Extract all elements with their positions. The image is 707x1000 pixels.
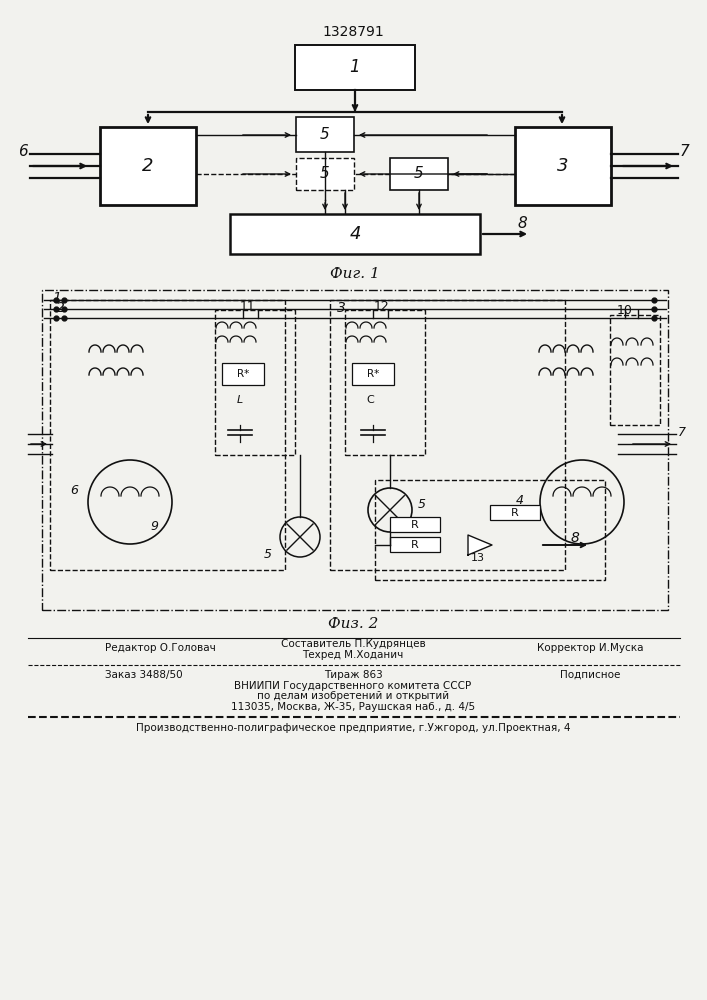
Bar: [515, 127, 611, 205]
Text: 1: 1: [52, 291, 61, 305]
Text: 10: 10: [617, 304, 633, 316]
Bar: [296, 117, 354, 152]
Text: 5: 5: [418, 498, 426, 512]
Polygon shape: [468, 535, 492, 555]
Bar: [330, 300, 565, 570]
Text: 8: 8: [571, 531, 580, 545]
Bar: [295, 45, 415, 90]
Text: 5: 5: [320, 127, 330, 142]
Text: 4: 4: [516, 493, 524, 506]
Bar: [50, 300, 285, 570]
Text: 11: 11: [240, 300, 256, 312]
Text: 2: 2: [142, 157, 153, 175]
Text: 7: 7: [680, 144, 690, 159]
Text: 8: 8: [517, 217, 527, 232]
Text: Редактор О.Головач: Редактор О.Головач: [105, 643, 216, 653]
Bar: [390, 158, 448, 190]
Text: Корректор И.Муска: Корректор И.Муска: [537, 643, 643, 653]
Text: R*: R*: [237, 369, 249, 379]
Bar: [352, 363, 394, 385]
Bar: [230, 214, 480, 254]
Text: 2: 2: [56, 301, 65, 315]
Text: 1328791: 1328791: [322, 25, 384, 39]
Text: C: C: [366, 395, 374, 405]
Text: 6: 6: [18, 144, 28, 159]
Text: Составитель П.Кудрянцев: Составитель П.Кудрянцев: [281, 639, 426, 649]
Bar: [390, 517, 440, 532]
Bar: [610, 315, 660, 425]
Text: Тираж 863: Тираж 863: [324, 670, 382, 680]
Text: 3: 3: [557, 157, 568, 175]
Text: Заказ 3488/50: Заказ 3488/50: [105, 670, 182, 680]
Text: 6: 6: [70, 484, 78, 496]
Text: 3: 3: [337, 301, 346, 315]
Text: L: L: [237, 395, 243, 405]
Text: 5: 5: [320, 166, 330, 182]
Text: Техред М.Ходанич: Техред М.Ходанич: [303, 650, 404, 660]
Text: R: R: [411, 540, 419, 550]
Bar: [390, 537, 440, 552]
Bar: [42, 290, 668, 610]
Text: 5: 5: [264, 548, 272, 562]
Text: Производственно-полиграфическое предприятие, г.Ужгород, ул.Проектная, 4: Производственно-полиграфическое предприя…: [136, 723, 571, 733]
Bar: [222, 363, 264, 385]
Text: 5: 5: [414, 166, 424, 182]
Text: 1: 1: [350, 58, 361, 77]
Text: Подписное: Подписное: [560, 670, 620, 680]
Bar: [215, 310, 295, 455]
Text: 113035, Москва, Ж-35, Раушская наб., д. 4/5: 113035, Москва, Ж-35, Раушская наб., д. …: [231, 702, 475, 712]
Text: R: R: [411, 520, 419, 530]
Bar: [296, 158, 354, 190]
Bar: [345, 310, 425, 455]
Bar: [375, 480, 605, 580]
Bar: [100, 127, 196, 205]
Text: 4: 4: [349, 225, 361, 243]
Text: ВНИИПИ Государственного комитета СССР: ВНИИПИ Государственного комитета СССР: [235, 681, 472, 691]
Text: 7: 7: [678, 426, 686, 438]
Text: 9: 9: [150, 520, 158, 534]
Bar: [490, 505, 540, 520]
Text: 12: 12: [374, 300, 390, 312]
Text: Физ. 2: Физ. 2: [328, 617, 378, 631]
Text: по делам изобретений и открытий: по делам изобретений и открытий: [257, 691, 449, 701]
Text: R*: R*: [367, 369, 379, 379]
Text: 13: 13: [471, 553, 485, 563]
Text: Фиг. 1: Фиг. 1: [330, 267, 380, 281]
Text: R: R: [511, 508, 519, 518]
